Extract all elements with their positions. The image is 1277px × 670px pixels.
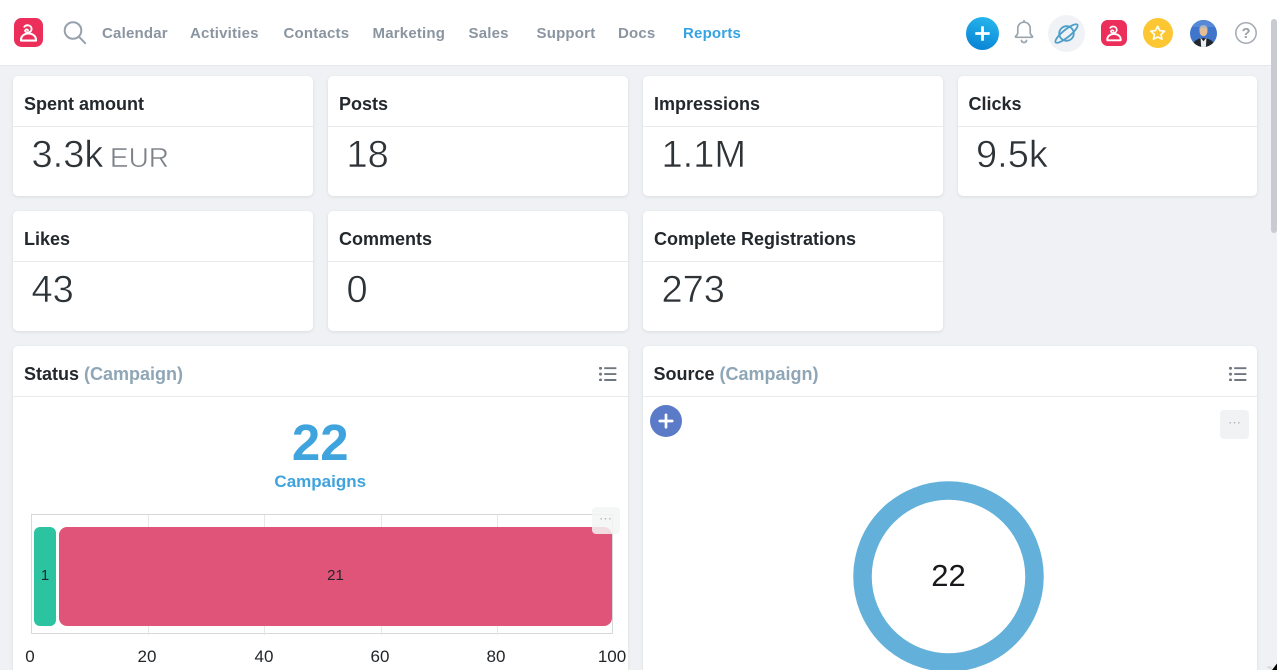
- svg-text:?: ?: [1241, 26, 1250, 42]
